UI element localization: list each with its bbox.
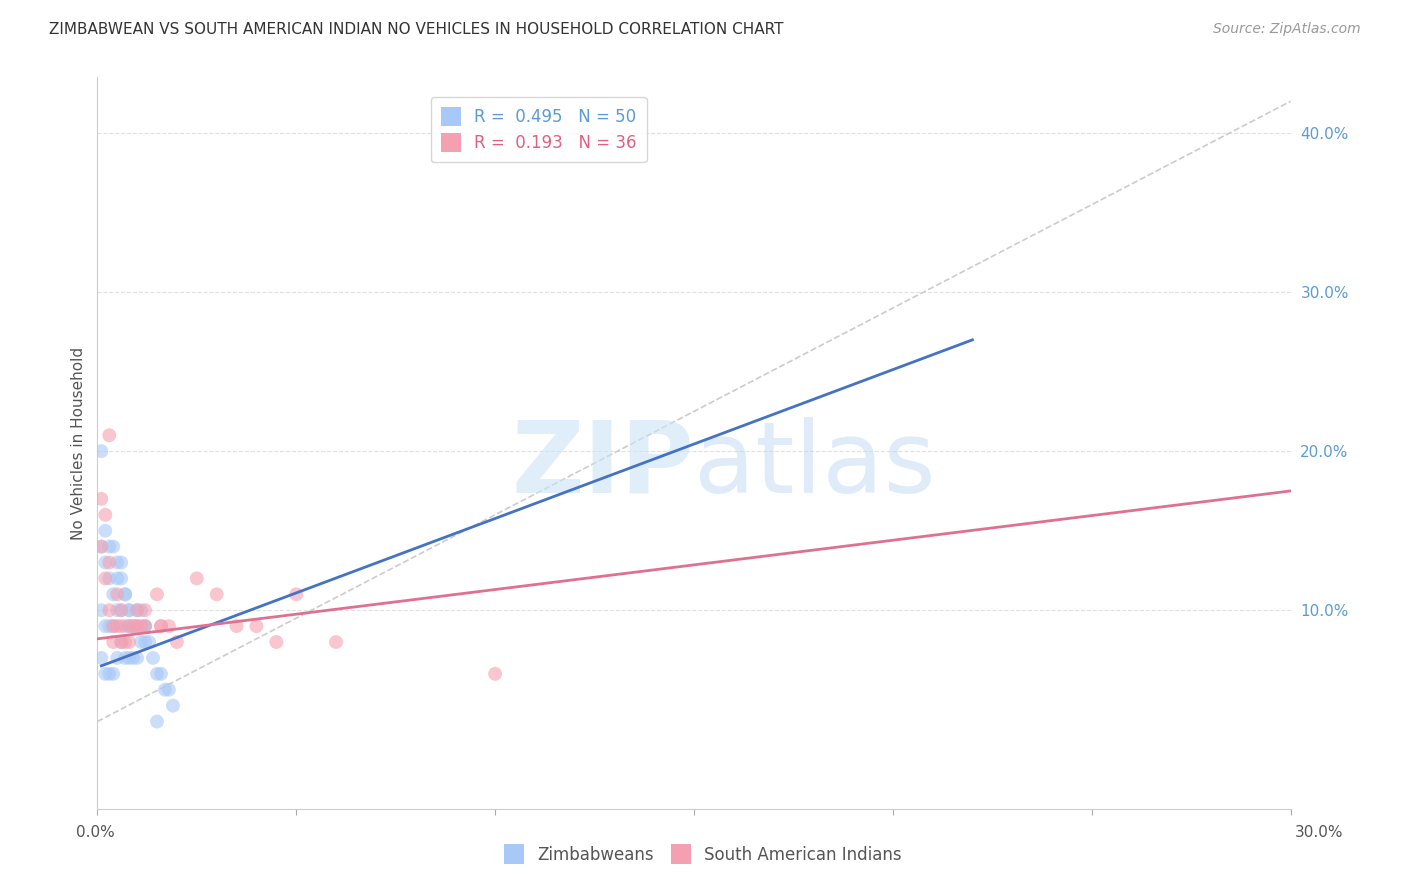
- Point: [146, 714, 169, 729]
- Text: 0.0%: 0.0%: [76, 825, 115, 840]
- Point: [138, 635, 160, 649]
- Point: [122, 651, 145, 665]
- Y-axis label: No Vehicles in Household: No Vehicles in Household: [72, 347, 86, 540]
- Point: [105, 603, 128, 617]
- Point: [110, 619, 132, 633]
- Point: [142, 651, 165, 665]
- Text: ZIP: ZIP: [512, 417, 695, 514]
- Text: atlas: atlas: [695, 417, 935, 514]
- Point: [103, 540, 125, 554]
- Text: ZIMBABWEAN VS SOUTH AMERICAN INDIAN NO VEHICLES IN HOUSEHOLD CORRELATION CHART: ZIMBABWEAN VS SOUTH AMERICAN INDIAN NO V…: [49, 22, 783, 37]
- Point: [103, 587, 125, 601]
- Point: [157, 619, 180, 633]
- Point: [266, 635, 288, 649]
- Point: [110, 571, 132, 585]
- Point: [110, 635, 132, 649]
- Point: [118, 635, 141, 649]
- Point: [105, 571, 128, 585]
- Point: [103, 635, 125, 649]
- Legend: R =  0.495   N = 50, R =  0.193   N = 36: R = 0.495 N = 50, R = 0.193 N = 36: [430, 96, 647, 162]
- Point: [127, 619, 149, 633]
- Point: [118, 619, 141, 633]
- Point: [134, 619, 156, 633]
- Point: [98, 619, 121, 633]
- Point: [129, 603, 152, 617]
- Point: [94, 619, 117, 633]
- Text: Source: ZipAtlas.com: Source: ZipAtlas.com: [1213, 22, 1361, 37]
- Point: [105, 619, 128, 633]
- Point: [103, 619, 125, 633]
- Point: [146, 587, 169, 601]
- Point: [134, 603, 156, 617]
- Text: 30.0%: 30.0%: [1295, 825, 1343, 840]
- Point: [484, 666, 506, 681]
- Point: [98, 428, 121, 442]
- Point: [94, 508, 117, 522]
- Point: [127, 603, 149, 617]
- Point: [285, 587, 308, 601]
- Point: [90, 540, 112, 554]
- Point: [129, 635, 152, 649]
- Point: [114, 635, 136, 649]
- Point: [150, 619, 173, 633]
- Point: [153, 682, 176, 697]
- Point: [118, 619, 141, 633]
- Point: [134, 635, 156, 649]
- Point: [157, 682, 180, 697]
- Point: [118, 603, 141, 617]
- Point: [94, 571, 117, 585]
- Point: [98, 571, 121, 585]
- Point: [118, 603, 141, 617]
- Point: [98, 556, 121, 570]
- Point: [129, 619, 152, 633]
- Point: [98, 666, 121, 681]
- Point: [150, 619, 173, 633]
- Point: [122, 619, 145, 633]
- Point: [94, 556, 117, 570]
- Legend: Zimbabweans, South American Indians: Zimbabweans, South American Indians: [498, 838, 908, 871]
- Point: [166, 635, 188, 649]
- Point: [127, 619, 149, 633]
- Point: [162, 698, 184, 713]
- Point: [90, 444, 112, 458]
- Point: [98, 540, 121, 554]
- Point: [105, 556, 128, 570]
- Point: [114, 587, 136, 601]
- Point: [90, 603, 112, 617]
- Point: [205, 587, 228, 601]
- Point: [94, 524, 117, 538]
- Point: [90, 491, 112, 506]
- Point: [103, 619, 125, 633]
- Point: [114, 619, 136, 633]
- Point: [110, 603, 132, 617]
- Point: [110, 603, 132, 617]
- Point: [105, 651, 128, 665]
- Point: [98, 603, 121, 617]
- Point: [103, 666, 125, 681]
- Point: [325, 635, 347, 649]
- Point: [110, 556, 132, 570]
- Point: [122, 619, 145, 633]
- Point: [134, 619, 156, 633]
- Point: [90, 651, 112, 665]
- Point: [114, 587, 136, 601]
- Point: [114, 651, 136, 665]
- Point: [146, 666, 169, 681]
- Point: [134, 619, 156, 633]
- Point: [105, 587, 128, 601]
- Point: [110, 635, 132, 649]
- Point: [225, 619, 247, 633]
- Point: [245, 619, 267, 633]
- Point: [90, 540, 112, 554]
- Point: [186, 571, 208, 585]
- Point: [150, 666, 173, 681]
- Point: [94, 666, 117, 681]
- Point: [127, 651, 149, 665]
- Point: [127, 603, 149, 617]
- Point: [118, 651, 141, 665]
